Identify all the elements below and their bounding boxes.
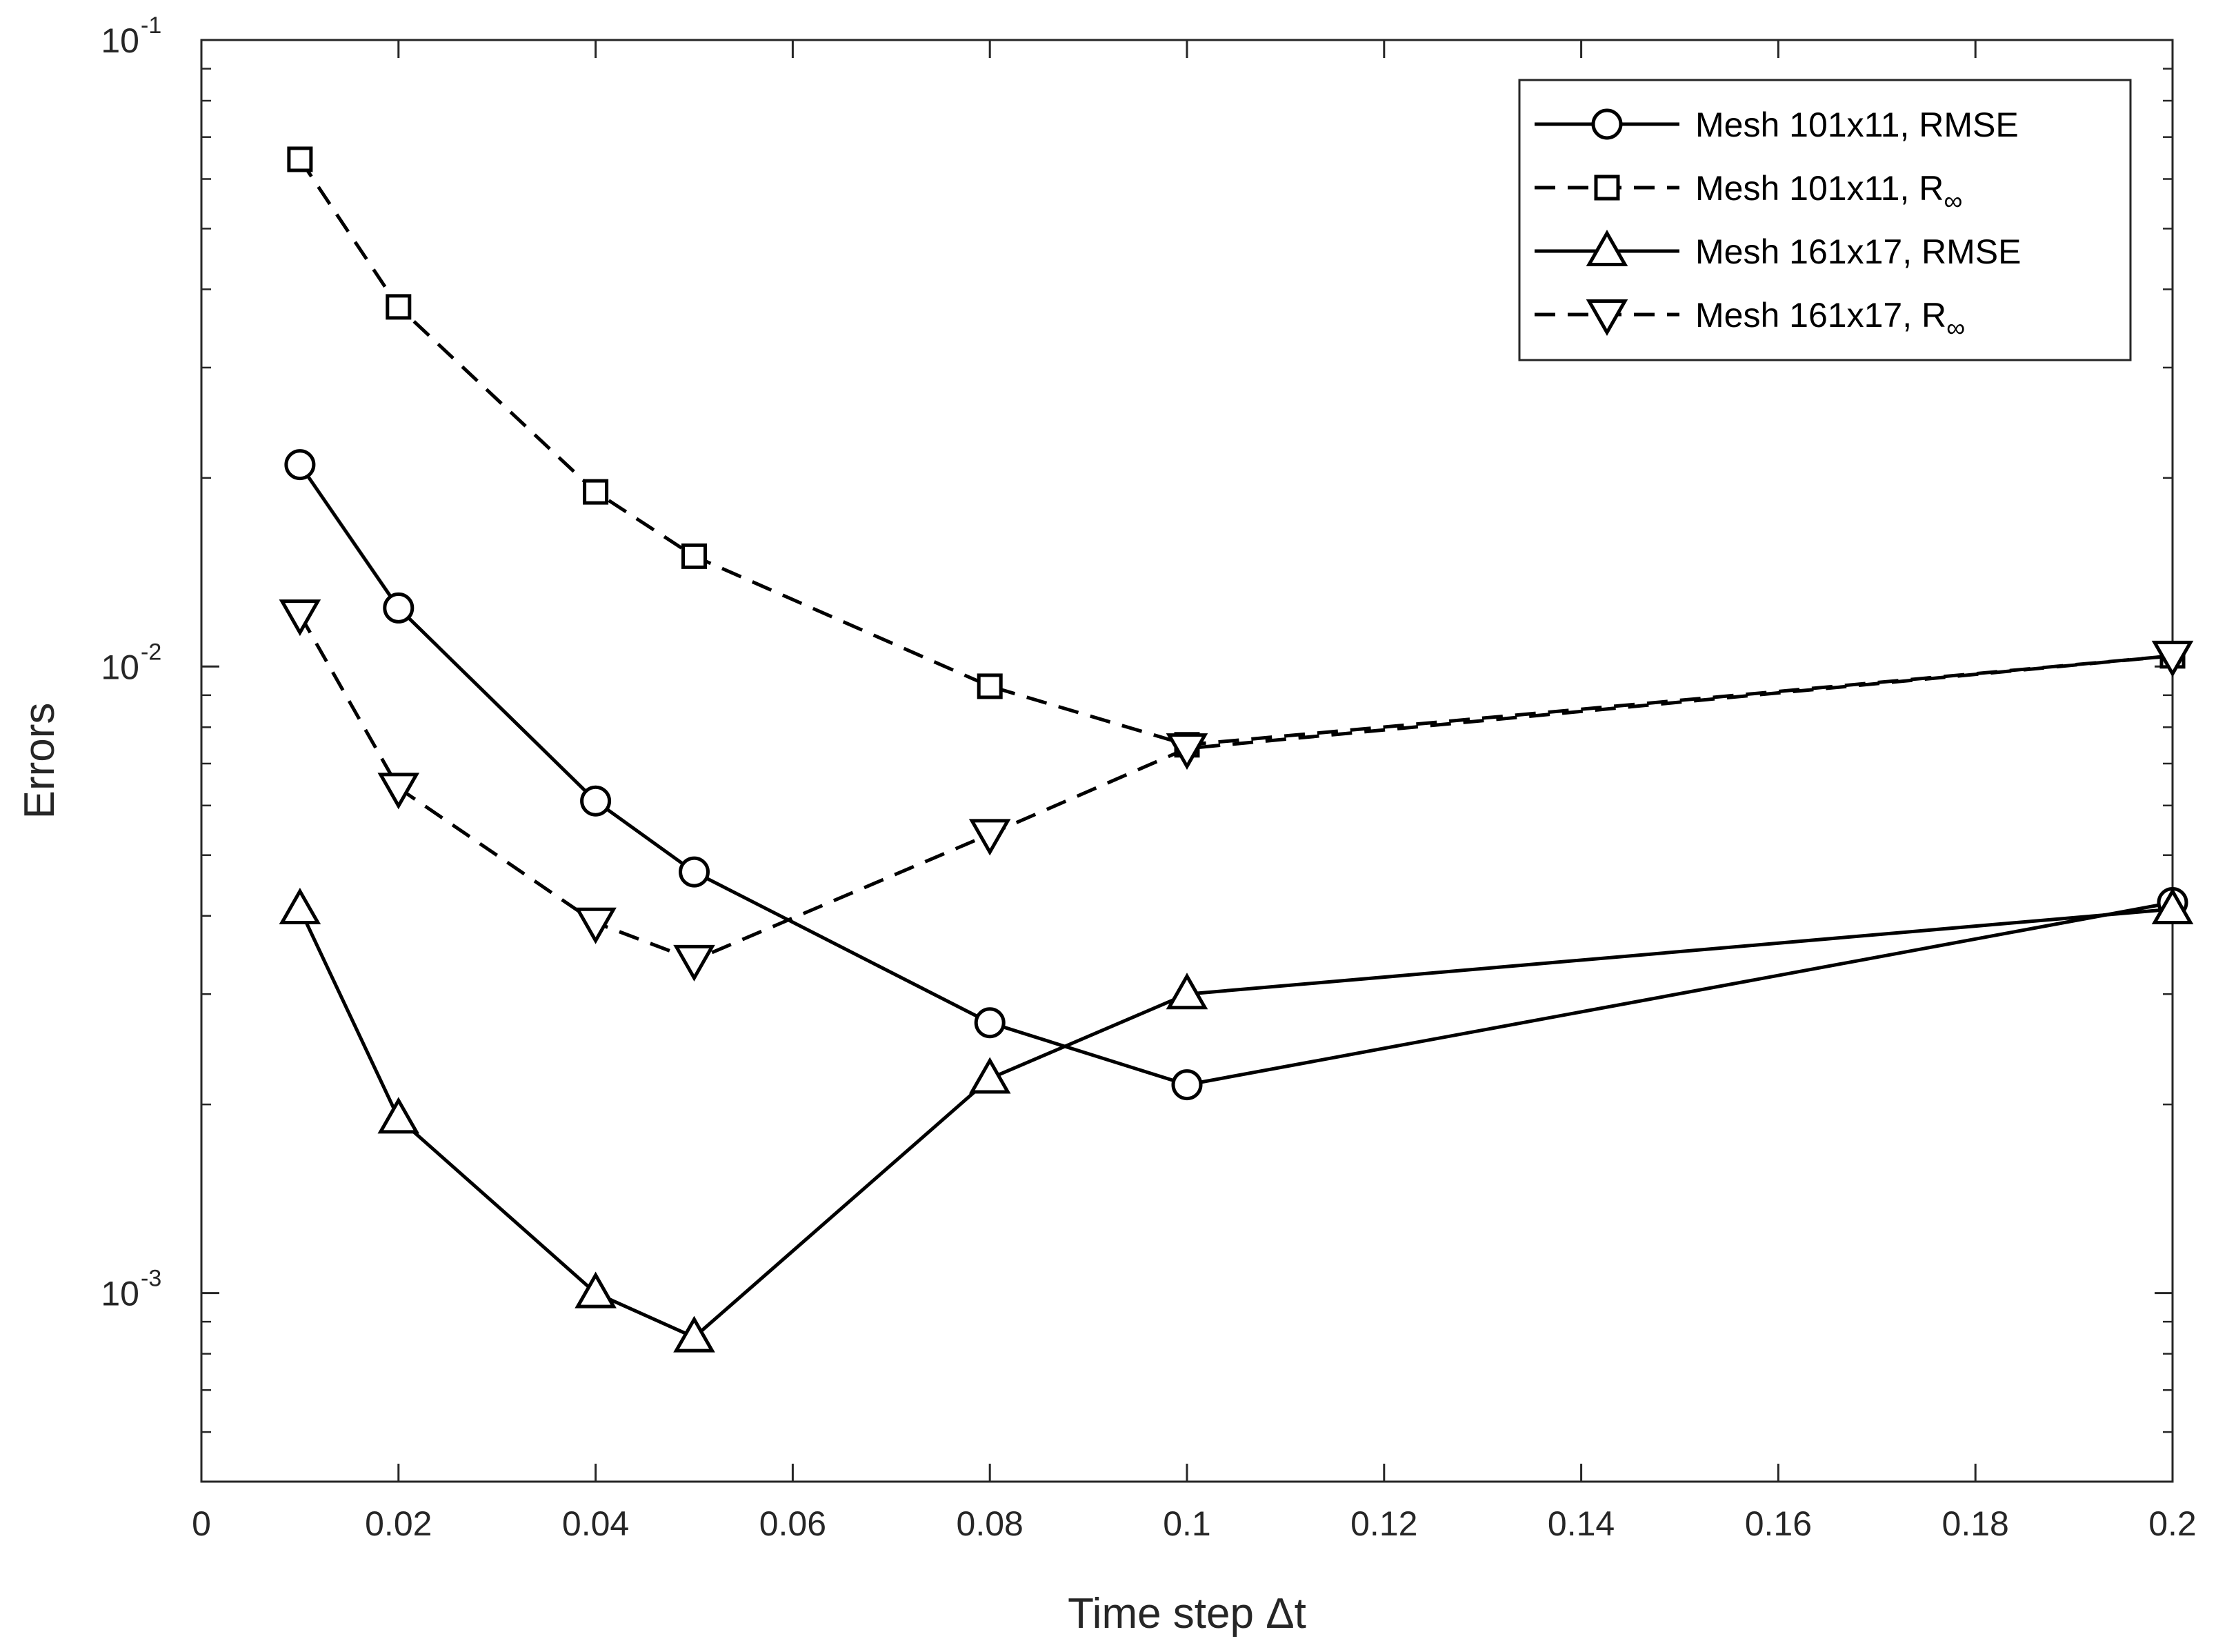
legend-label-main: Mesh 161x17, R <box>1695 296 1946 335</box>
data-point <box>284 449 316 481</box>
legend-label: Mesh 101x11, R∞ <box>1695 169 1962 216</box>
legend-label-main: Mesh 161x17, RMSE <box>1695 232 2021 271</box>
x-tick-label: 0.12 <box>1350 1504 1417 1543</box>
y-axis-label: Errors <box>16 703 63 819</box>
legend-label: Mesh 161x17, R∞ <box>1695 296 1965 343</box>
x-tick-label: 0.06 <box>759 1504 826 1543</box>
data-point <box>673 944 715 982</box>
series-3 <box>279 887 2194 1353</box>
x-tick-label: 0.16 <box>1745 1504 1812 1543</box>
legend-entry-2: Mesh 101x11, R∞ <box>1535 169 1962 216</box>
data-point <box>383 592 415 624</box>
data-point <box>968 1057 1011 1094</box>
data-point <box>575 907 617 944</box>
data-point <box>2151 640 2194 677</box>
legend-marker <box>1591 108 1623 140</box>
data-point <box>673 1315 715 1353</box>
legend-entry-1: Mesh 101x11, RMSE <box>1535 106 2019 144</box>
legend-label: Mesh 101x11, RMSE <box>1695 106 2019 144</box>
data-point <box>287 146 313 172</box>
legend-entry-3: Mesh 161x17, RMSE <box>1535 229 2021 271</box>
x-tick-label: 0.08 <box>957 1504 1024 1543</box>
data-point <box>386 294 412 320</box>
legend-label-subscript: ∞ <box>1944 187 1962 216</box>
legend-label-subscript: ∞ <box>1946 314 1965 343</box>
y-tick-exponent: -3 <box>141 1266 161 1292</box>
data-point <box>1166 973 1208 1010</box>
x-tick-label: 0.02 <box>365 1504 432 1543</box>
data-point <box>377 1097 420 1134</box>
data-point <box>377 773 420 810</box>
x-tick-label: 0.04 <box>562 1504 629 1543</box>
legend-marker <box>1594 175 1620 201</box>
legend-label-main: Mesh 101x11, R <box>1695 169 1944 208</box>
y-tick-label: 10 <box>101 648 139 686</box>
data-point <box>679 856 710 888</box>
x-tick-label: 0.2 <box>2148 1504 2197 1543</box>
y-tick-label: 10 <box>101 1275 139 1313</box>
data-point <box>580 785 612 817</box>
data-point <box>575 1271 617 1308</box>
y-tick-exponent: -2 <box>141 639 161 665</box>
data-point <box>1171 1069 1203 1101</box>
legend-marker <box>1586 299 1628 337</box>
data-point <box>681 543 707 569</box>
data-point <box>2151 887 2194 924</box>
data-point <box>974 1007 1006 1039</box>
x-axis-label: Time step Δt <box>1068 1590 1306 1638</box>
legend-marker <box>1586 229 1628 266</box>
y-tick-label: 10 <box>101 21 139 60</box>
data-point <box>977 673 1003 699</box>
x-tick-label: 0.14 <box>1548 1504 1615 1543</box>
data-point <box>279 887 321 924</box>
series-1 <box>284 449 2188 1101</box>
series-4 <box>279 599 2194 982</box>
data-point <box>583 479 609 505</box>
legend-label: Mesh 161x17, RMSE <box>1695 232 2021 271</box>
legend-label-main: Mesh 101x11, RMSE <box>1695 106 2019 144</box>
axis-ticks: 0 0.02 0.04 0.06 0.08 0.1 0.12 0.14 0.16 0.18 0.2 1… <box>101 12 2196 1543</box>
series-layer <box>279 146 2194 1353</box>
data-point <box>279 599 321 637</box>
x-tick-label: 0.1 <box>1163 1504 1211 1543</box>
data-point <box>1166 733 1208 770</box>
x-tick-label: 0 <box>192 1504 211 1543</box>
x-tick-label: 0.18 <box>1942 1504 2009 1543</box>
legend-entry-4: Mesh 161x17, R∞ <box>1535 296 1965 343</box>
data-point <box>968 819 1011 856</box>
y-tick-exponent: -1 <box>141 12 161 39</box>
